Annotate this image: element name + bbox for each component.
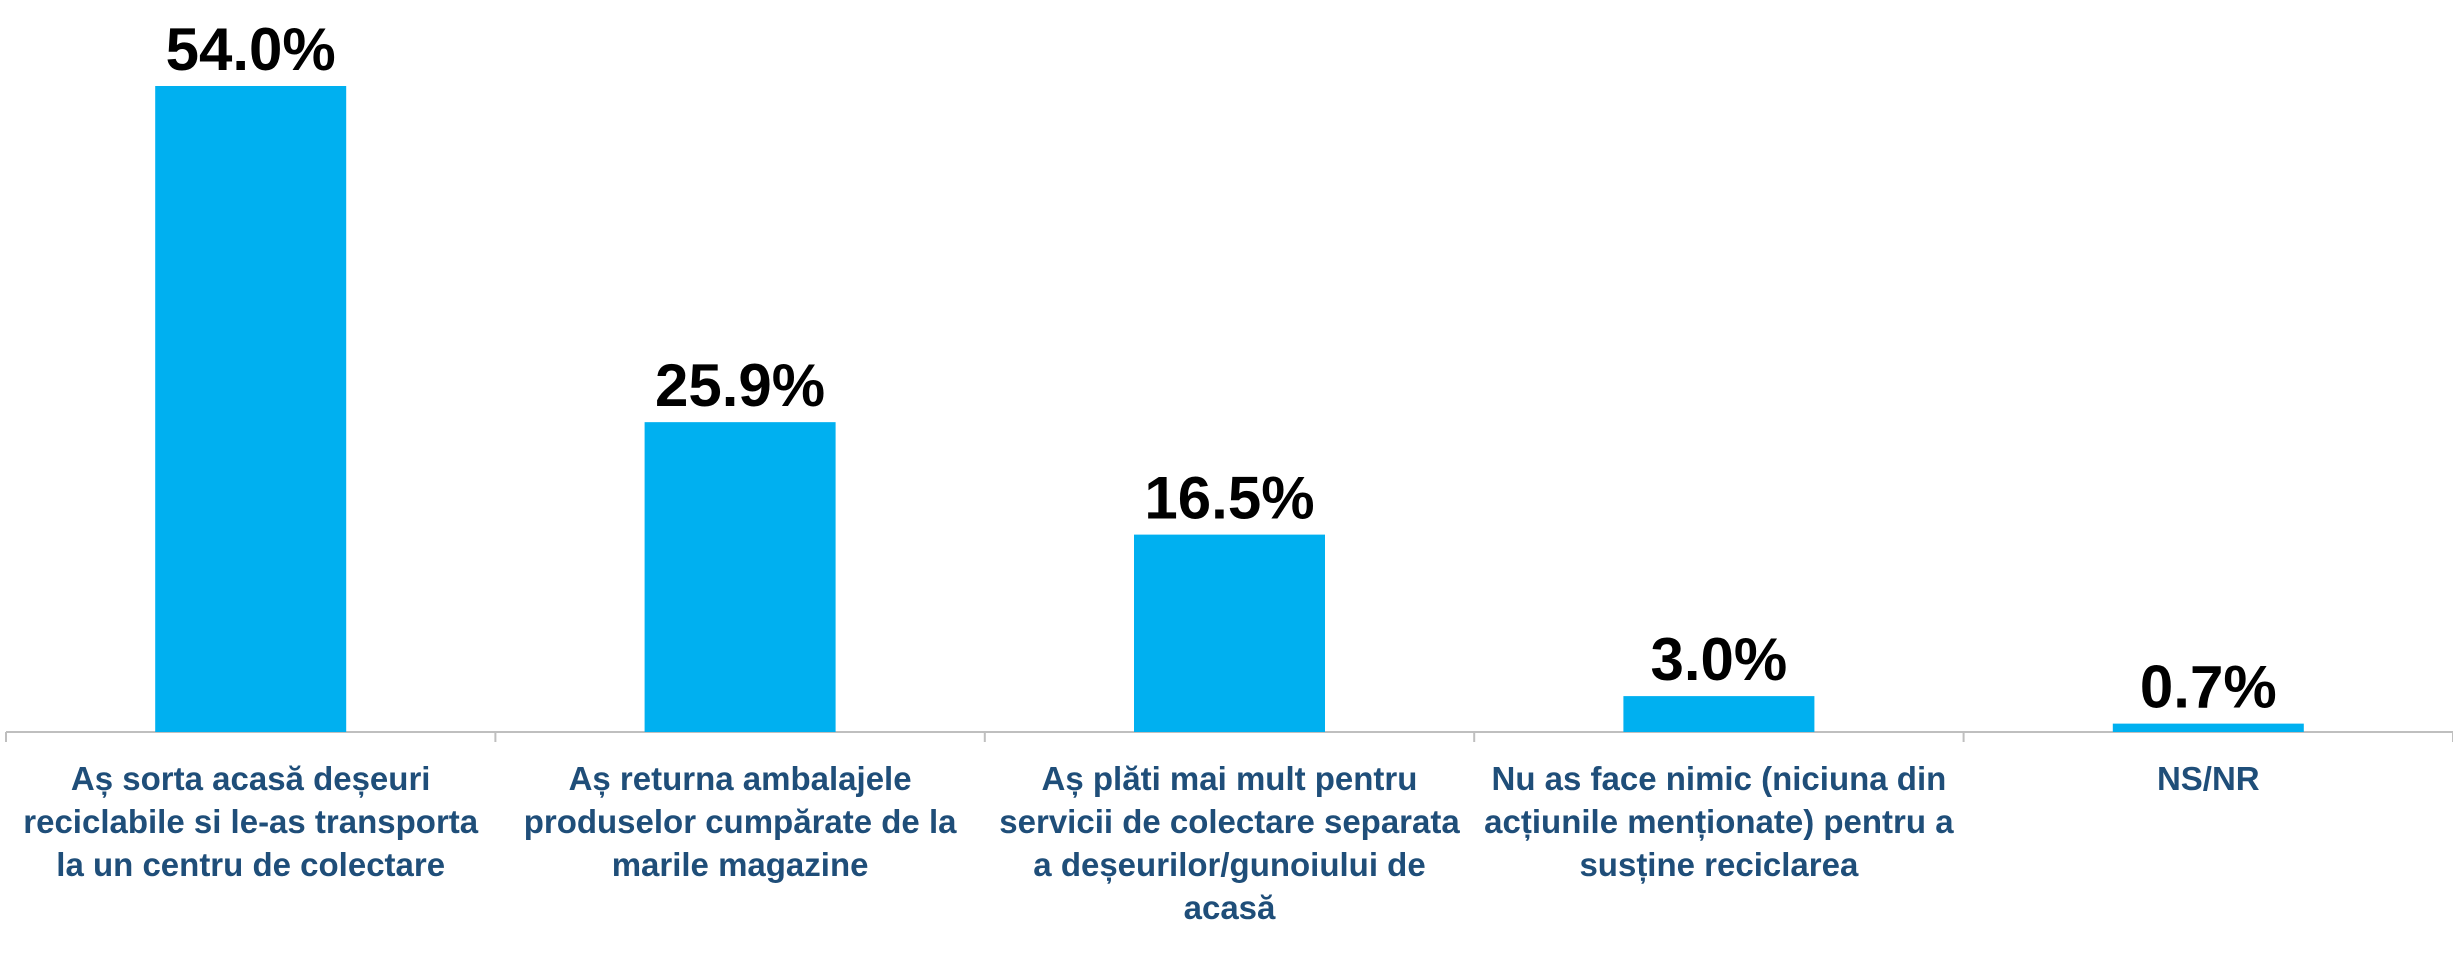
value-label: 54.0% — [166, 16, 336, 83]
x-tick-label: Aș sorta acasă deșeuri reciclabile si le… — [23, 760, 479, 883]
bar — [1134, 534, 1325, 732]
bar — [2112, 723, 2304, 732]
x-tick-label: Aș returna ambalajele produselor cumpăra… — [523, 760, 957, 883]
value-label: 0.7% — [2140, 654, 2277, 721]
value-label: 3.0% — [1651, 626, 1788, 693]
bar — [1623, 696, 1815, 732]
x-tick-label: NS/NR — [2156, 760, 2260, 797]
bar — [155, 86, 347, 732]
value-label: 25.9% — [655, 352, 825, 419]
x-tick-label: Nu as face nimic (niciuna din acțiunile … — [1484, 760, 1954, 883]
x-tick-label: Aș plăti mai mult pentru servicii de col… — [999, 760, 1460, 926]
value-label: 16.5% — [1144, 465, 1314, 532]
bar — [644, 422, 836, 732]
